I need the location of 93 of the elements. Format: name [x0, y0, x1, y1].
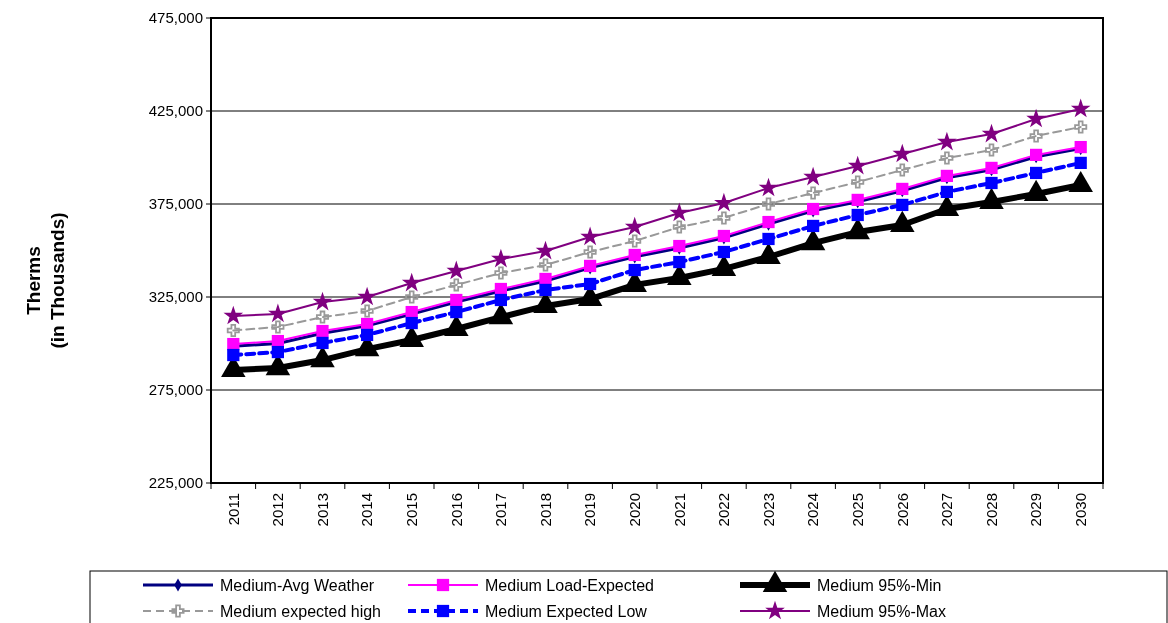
y-tick-label: 475,000 — [148, 9, 203, 27]
point — [357, 286, 377, 306]
x-tick-label: 2012 — [269, 493, 287, 527]
point — [450, 305, 463, 319]
point — [984, 143, 999, 157]
x-tick-label: 2018 — [536, 493, 554, 527]
x-tick-label: 2021 — [670, 493, 688, 527]
point — [405, 316, 418, 330]
y-tick-label: 325,000 — [148, 288, 203, 306]
point — [271, 320, 285, 334]
point — [316, 336, 329, 350]
point — [401, 272, 422, 292]
point — [895, 163, 909, 177]
y-tick-label: 275,000 — [148, 381, 203, 399]
x-tick-label: 2020 — [625, 493, 643, 527]
point — [717, 211, 731, 225]
x-tick-label: 2026 — [893, 493, 911, 527]
x-tick-label: 2011 — [224, 493, 242, 526]
x-tick-label: 2024 — [804, 493, 822, 527]
point — [268, 303, 288, 323]
legend-label: Medium 95%-Min — [817, 576, 942, 594]
point — [539, 283, 552, 297]
point — [981, 123, 1002, 143]
point — [669, 202, 690, 222]
point — [806, 219, 820, 233]
point — [806, 186, 820, 200]
point — [758, 177, 779, 197]
point — [360, 304, 374, 318]
point — [315, 310, 330, 324]
point — [1029, 129, 1043, 143]
x-tick-label: 2014 — [358, 493, 376, 527]
point — [762, 232, 775, 246]
point — [583, 245, 597, 259]
y-axis-title: Therms (in Thousands) — [23, 212, 68, 349]
point — [494, 293, 508, 307]
point — [896, 198, 909, 212]
legend-label: Medium 95%-Max — [817, 602, 946, 620]
point — [312, 291, 333, 311]
x-tick-label: 2019 — [581, 493, 599, 527]
point — [761, 197, 776, 211]
point — [491, 248, 511, 268]
point — [803, 166, 823, 186]
point — [1029, 166, 1043, 180]
point — [538, 258, 553, 272]
point — [494, 266, 508, 280]
legend-label: Medium Expected Low — [485, 602, 648, 620]
y-tick-label: 225,000 — [148, 474, 203, 492]
point — [535, 240, 556, 260]
point — [449, 278, 463, 292]
point — [446, 260, 467, 280]
point — [985, 176, 998, 190]
point — [847, 155, 868, 175]
x-tick-label: 2025 — [848, 493, 866, 527]
point — [714, 192, 734, 212]
point — [937, 131, 957, 151]
point — [223, 305, 244, 325]
x-tick-label: 2029 — [1027, 493, 1045, 527]
x-tick-label: 2028 — [982, 493, 1000, 527]
x-tick-label: 2030 — [1071, 493, 1089, 527]
point — [628, 234, 642, 248]
point — [360, 328, 374, 342]
point — [940, 185, 954, 199]
point — [628, 263, 641, 277]
point — [673, 255, 686, 269]
point — [580, 226, 600, 246]
point — [892, 143, 913, 163]
point — [583, 277, 597, 291]
point — [851, 175, 865, 189]
x-tick-label: 2027 — [938, 493, 956, 527]
x-tick-label: 2015 — [402, 493, 420, 527]
legend-label: Medium expected high — [220, 602, 381, 620]
legend-label: Medium-Avg Weather — [220, 576, 375, 594]
point — [1074, 156, 1087, 170]
x-tick-label: 2017 — [492, 493, 510, 527]
point — [940, 151, 954, 165]
point — [851, 208, 864, 222]
point — [717, 245, 731, 259]
point — [226, 323, 240, 337]
point — [624, 216, 645, 236]
point — [227, 348, 240, 362]
y-tick-label: 425,000 — [148, 102, 203, 120]
point — [1074, 120, 1088, 134]
x-tick-label: 2022 — [715, 493, 733, 527]
point — [672, 220, 686, 234]
x-tick-label: 2016 — [447, 493, 465, 527]
point — [1026, 108, 1046, 128]
point — [405, 290, 419, 304]
legend-label: Medium Load-Expected — [485, 576, 654, 594]
y-tick-label: 375,000 — [148, 195, 203, 213]
x-tick-label: 2013 — [313, 493, 331, 527]
x-tick-label: 2023 — [759, 493, 777, 527]
point — [1070, 98, 1091, 118]
point — [271, 345, 285, 359]
